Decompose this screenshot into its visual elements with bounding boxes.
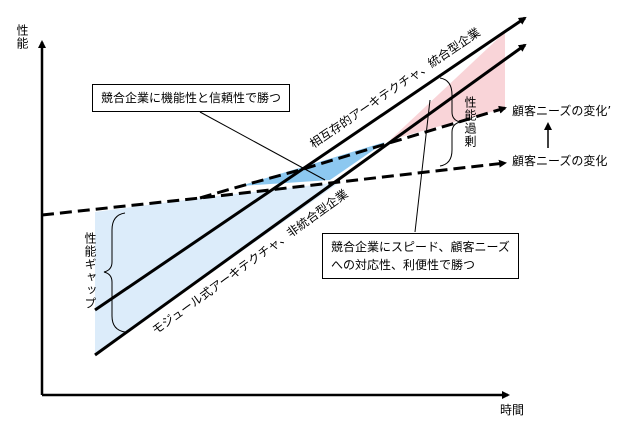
modular-line (94, 43, 527, 357)
bracket-label: 性能過剰 (463, 96, 477, 148)
y-axis-label: 性能 (15, 24, 29, 50)
needs-label: 顧客ニーズの変化 (512, 154, 608, 168)
overshoot-area (390, 32, 505, 140)
x-axis-label: 時間 (500, 403, 525, 417)
integrated-line (94, 16, 527, 312)
callout-leader (199, 111, 326, 181)
callout-line: 競合企業に機能性と信頼性で勝つ (101, 91, 282, 105)
callout-line: 競合企業にスピード、顧客ニーズ (331, 240, 510, 254)
callout: 競合企業にスピード、顧客ニーズ への対応性、利便性で勝つ (322, 233, 519, 279)
callout-line: への対応性、利便性で勝つ (331, 258, 476, 272)
bracket-label: 性能ギャップ (83, 232, 97, 310)
brace (439, 77, 461, 167)
brace (103, 212, 126, 333)
needs-line-shifted (199, 105, 507, 200)
callout: 競合企業に機能性と信頼性で勝つ (92, 84, 291, 112)
needs-label: 顧客ニーズの変化’ (512, 104, 612, 118)
callout-leader (414, 99, 431, 233)
needs-line (41, 159, 507, 217)
